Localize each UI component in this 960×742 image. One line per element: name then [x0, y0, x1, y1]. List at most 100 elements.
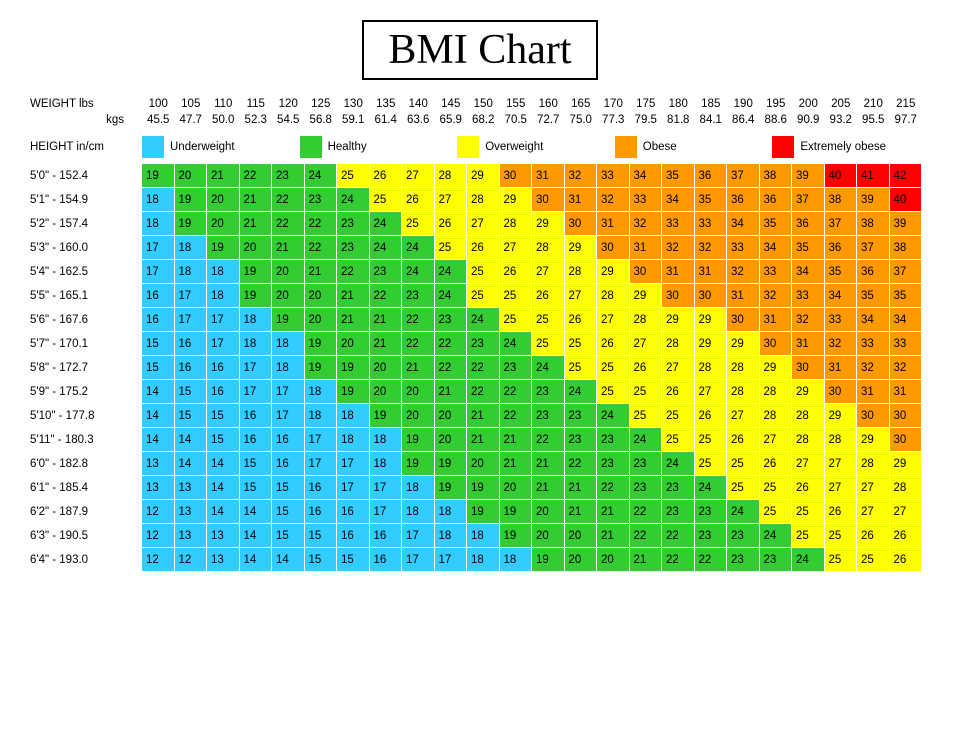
bmi-cell: 27 — [825, 452, 857, 475]
bmi-cell: 30 — [792, 356, 824, 379]
bmi-cell: 14 — [142, 428, 174, 451]
bmi-cell: 37 — [890, 260, 922, 283]
bmi-cell: 27 — [695, 380, 727, 403]
bmi-cell: 30 — [695, 284, 727, 307]
bmi-cell: 27 — [890, 500, 922, 523]
bmi-cell: 16 — [142, 284, 174, 307]
bmi-cell: 19 — [305, 356, 337, 379]
bmi-cell: 32 — [890, 356, 922, 379]
bmi-cell: 34 — [825, 284, 857, 307]
bmi-cell: 33 — [792, 284, 824, 307]
bmi-cell: 17 — [272, 404, 304, 427]
bmi-cell: 34 — [857, 308, 889, 331]
bmi-cell: 14 — [240, 500, 272, 523]
bmi-cell: 37 — [727, 164, 759, 187]
bmi-cell: 26 — [532, 284, 564, 307]
bmi-cell: 18 — [402, 500, 434, 523]
bmi-cell: 21 — [240, 212, 272, 235]
bmi-cell: 39 — [857, 188, 889, 211]
bmi-cell: 19 — [467, 500, 499, 523]
weight-kgs-header-row: kgs 45.547.750.052.354.556.859.161.463.6… — [30, 114, 930, 126]
bmi-cell: 28 — [467, 188, 499, 211]
bmi-cell: 15 — [272, 524, 304, 547]
bmi-cell: 24 — [435, 284, 467, 307]
height-row-label: 5'10" - 177.8 — [30, 410, 142, 422]
bmi-cell: 20 — [272, 260, 304, 283]
bmi-cell: 13 — [207, 548, 239, 571]
bmi-cell: 20 — [565, 548, 597, 571]
bmi-cell: 21 — [370, 332, 402, 355]
weight-lbs-col: 180 — [662, 98, 695, 110]
bmi-cell: 12 — [142, 524, 174, 547]
bmi-cell: 17 — [305, 452, 337, 475]
weight-kgs-col: 79.5 — [630, 114, 663, 126]
bmi-cell: 25 — [792, 524, 824, 547]
bmi-cell: 18 — [175, 260, 207, 283]
bmi-cell: 18 — [467, 524, 499, 547]
bmi-cell: 24 — [727, 500, 759, 523]
height-row-label: 5'9" - 175.2 — [30, 386, 142, 398]
bmi-cell: 34 — [890, 308, 922, 331]
legend-swatch — [615, 136, 637, 158]
weight-lbs-col: 140 — [402, 98, 435, 110]
weight-lbs-col: 165 — [565, 98, 598, 110]
bmi-cell: 19 — [305, 332, 337, 355]
bmi-cell: 14 — [142, 404, 174, 427]
bmi-cell: 22 — [305, 212, 337, 235]
bmi-cell: 22 — [435, 332, 467, 355]
bmi-cell: 29 — [890, 452, 922, 475]
bmi-cell: 22 — [500, 404, 532, 427]
bmi-cell: 19 — [337, 356, 369, 379]
bmi-cell: 28 — [825, 428, 857, 451]
bmi-cell: 21 — [565, 500, 597, 523]
bmi-cell: 13 — [175, 524, 207, 547]
bmi-cell: 22 — [402, 332, 434, 355]
weight-kgs-col: 95.5 — [857, 114, 890, 126]
bmi-cell: 31 — [760, 308, 792, 331]
bmi-cell: 29 — [695, 308, 727, 331]
weight-kgs-col: 63.6 — [402, 114, 435, 126]
bmi-cell: 17 — [207, 332, 239, 355]
bmi-cell: 22 — [630, 500, 662, 523]
bmi-cell: 27 — [825, 476, 857, 499]
height-row-label: 6'3" - 190.5 — [30, 530, 142, 542]
height-row-label: 5'11" - 180.3 — [30, 434, 142, 446]
bmi-cell: 23 — [337, 212, 369, 235]
bmi-cell: 31 — [890, 380, 922, 403]
bmi-cell: 26 — [630, 356, 662, 379]
bmi-cell: 18 — [142, 212, 174, 235]
bmi-cell: 19 — [240, 284, 272, 307]
bmi-cell: 20 — [532, 500, 564, 523]
bmi-cell: 18 — [337, 428, 369, 451]
weight-lbs-col: 145 — [435, 98, 468, 110]
bmi-cell: 23 — [565, 428, 597, 451]
bmi-cell: 25 — [695, 428, 727, 451]
bmi-cell: 26 — [662, 380, 694, 403]
weight-lbs-label: WEIGHT lbs — [30, 98, 142, 110]
bmi-cell: 21 — [500, 428, 532, 451]
bmi-cell: 33 — [662, 212, 694, 235]
bmi-cell: 32 — [792, 308, 824, 331]
bmi-cell: 28 — [727, 380, 759, 403]
bmi-cell: 26 — [695, 404, 727, 427]
weight-lbs-header-row: WEIGHT lbs 10010511011512012513013514014… — [30, 98, 930, 110]
bmi-cell: 30 — [500, 164, 532, 187]
bmi-cell: 25 — [727, 476, 759, 499]
bmi-cell: 23 — [370, 260, 402, 283]
bmi-cell: 26 — [825, 500, 857, 523]
weight-kgs-col: 72.7 — [532, 114, 565, 126]
bmi-cell: 21 — [435, 380, 467, 403]
legend-item: Obese — [615, 136, 765, 158]
bmi-cell: 19 — [142, 164, 174, 187]
bmi-cell: 20 — [370, 380, 402, 403]
bmi-cell: 16 — [370, 524, 402, 547]
bmi-cell: 36 — [727, 188, 759, 211]
bmi-cell: 34 — [792, 260, 824, 283]
bmi-cell: 23 — [305, 188, 337, 211]
bmi-cell: 30 — [565, 212, 597, 235]
bmi-cell: 30 — [760, 332, 792, 355]
bmi-cell: 20 — [305, 308, 337, 331]
bmi-cell: 36 — [760, 188, 792, 211]
legend-swatch — [142, 136, 164, 158]
bmi-cell: 27 — [402, 164, 434, 187]
